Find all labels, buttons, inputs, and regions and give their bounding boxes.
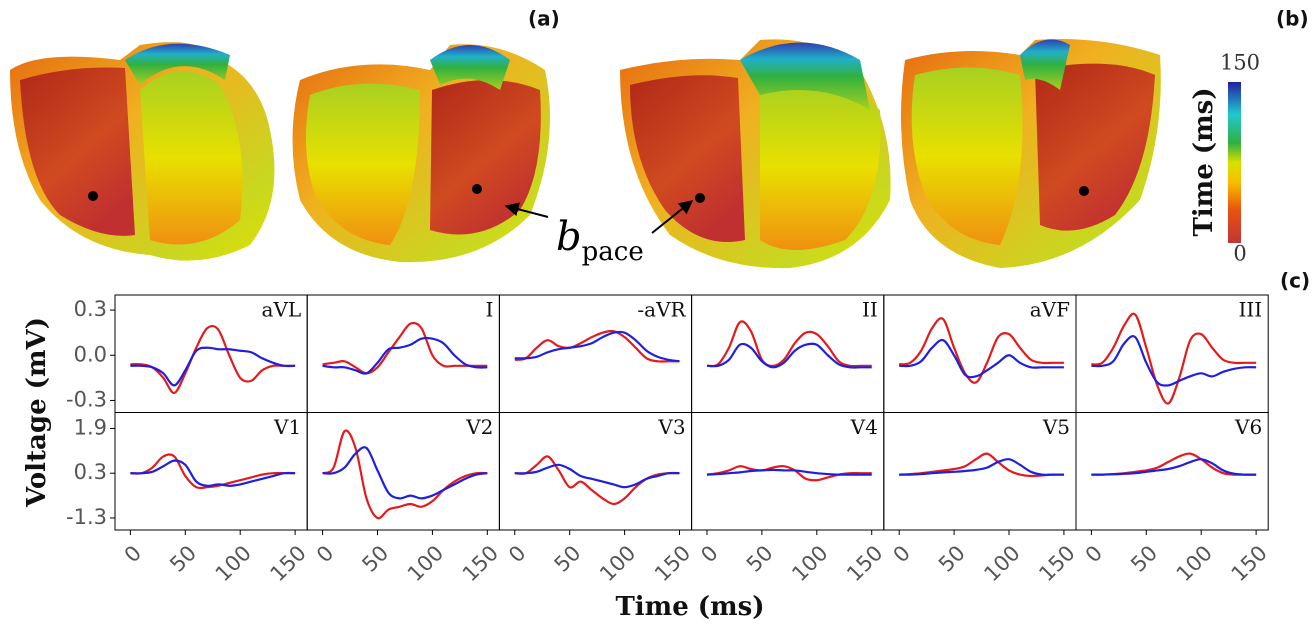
series-line (322, 336, 488, 375)
heart-render (901, 39, 1161, 268)
y-tick-label: -1.3 (66, 505, 107, 529)
x-tick-label: 0 (120, 541, 146, 567)
panel-title: III (1238, 298, 1262, 322)
panel-title: V6 (1234, 415, 1262, 439)
panel: -aVR (498, 294, 693, 413)
series-line (706, 342, 872, 369)
panel: V5 0 50 100 150 (883, 412, 1080, 586)
annotation: bpace (556, 214, 644, 267)
x-tick-label: 150 (1227, 541, 1272, 586)
y-tick-label: -0.3 (66, 387, 107, 411)
series-line (322, 446, 488, 500)
series-line (899, 452, 1064, 478)
y-axis-label: Voltage (mV) (22, 317, 52, 508)
x-tick-label: 100 (1172, 541, 1217, 586)
x-tick-label: 150 (650, 541, 695, 586)
annotation-sub: pace (582, 237, 644, 267)
panel-title: aVF (1030, 298, 1070, 322)
series-line (130, 324, 296, 394)
series-line (514, 330, 680, 363)
series-line (706, 320, 872, 368)
x-tick-label: 150 (458, 541, 503, 586)
x-tick-label: 150 (842, 541, 887, 586)
plot-frame (1075, 412, 1269, 531)
panel: III (1075, 294, 1269, 413)
x-tick-label: 150 (266, 541, 311, 586)
series-line (130, 346, 296, 387)
series-line (1091, 452, 1257, 476)
x-tick-label: 100 (403, 541, 448, 586)
x-tick-label: 0 (1081, 541, 1107, 567)
panel-title: V3 (657, 415, 685, 439)
x-tick-label: 50 (357, 541, 393, 577)
panel-label: (b) (1276, 7, 1309, 31)
x-tick-label: 50 (742, 541, 778, 577)
series-line (130, 453, 296, 490)
x-tick-label: 0 (504, 541, 530, 567)
panel-title: -aVR (637, 298, 686, 322)
panel: V1 1.9 0.3 -1.3 0 50 100 150 (66, 412, 311, 586)
plot-frame (306, 294, 500, 413)
panel: V4 0 50 100 150 (691, 412, 887, 586)
panel: I (306, 294, 500, 413)
series-line (514, 463, 680, 489)
x-tick-label: 100 (787, 541, 832, 586)
panel-label: (a) (528, 7, 560, 31)
series-line (322, 321, 488, 375)
colorbar (1228, 82, 1241, 243)
panel-label: (c) (1280, 269, 1310, 293)
panel-title: aVL (262, 298, 302, 322)
series-line (514, 329, 680, 363)
panel-title: I (485, 298, 493, 322)
series-line (1091, 312, 1257, 405)
colorbar-label: Time (ms) (1189, 87, 1219, 236)
x-tick-label: 0 (889, 541, 915, 567)
panel-title: V2 (465, 415, 493, 439)
x-tick-label: 100 (979, 541, 1024, 586)
panel: V3 0 50 100 150 (498, 412, 695, 586)
series-line (130, 459, 296, 487)
y-tick-label: 1.9 (74, 415, 107, 439)
series-line (899, 458, 1064, 476)
colorbar-tick-label: 150 (1220, 51, 1260, 75)
y-tick-label: 0.3 (74, 460, 107, 484)
colorbar-tick-label: 0 (1233, 242, 1246, 266)
arrow (504, 202, 549, 218)
series-line (322, 429, 488, 520)
panel-title: II (862, 298, 878, 322)
series-line (1091, 458, 1257, 476)
heart-render (292, 44, 550, 263)
x-tick-label: 50 (165, 541, 201, 577)
x-tick-label: 50 (550, 541, 586, 577)
x-tick-label: 50 (934, 541, 970, 577)
heart-render (10, 42, 275, 261)
panel: V6 0 50 100 150 (1075, 412, 1272, 586)
arrow (651, 200, 694, 234)
panel-title: V1 (273, 415, 301, 439)
x-axis-label: Time (ms) (615, 592, 764, 622)
panel: V2 0 50 100 150 (306, 412, 503, 586)
x-tick-label: 150 (1034, 541, 1079, 586)
annotation-main: b (556, 214, 582, 260)
x-tick-label: 0 (696, 541, 722, 567)
series-line (706, 468, 872, 476)
panel: II (691, 294, 885, 413)
panel-title: V4 (850, 415, 878, 439)
panel: aVL 0.3 0.0 -0.3 (66, 294, 308, 413)
y-tick-label: 0.3 (74, 297, 107, 321)
x-tick-label: 100 (211, 541, 256, 586)
panel: aVF (883, 294, 1077, 413)
y-tick-label: 0.0 (74, 342, 107, 366)
heart-render (620, 39, 891, 269)
series-line (899, 338, 1064, 379)
series-line (1091, 335, 1257, 387)
x-tick-label: 50 (1126, 541, 1162, 577)
x-tick-label: 0 (312, 541, 338, 567)
x-tick-label: 100 (595, 541, 640, 586)
panel-title: V5 (1042, 415, 1070, 439)
